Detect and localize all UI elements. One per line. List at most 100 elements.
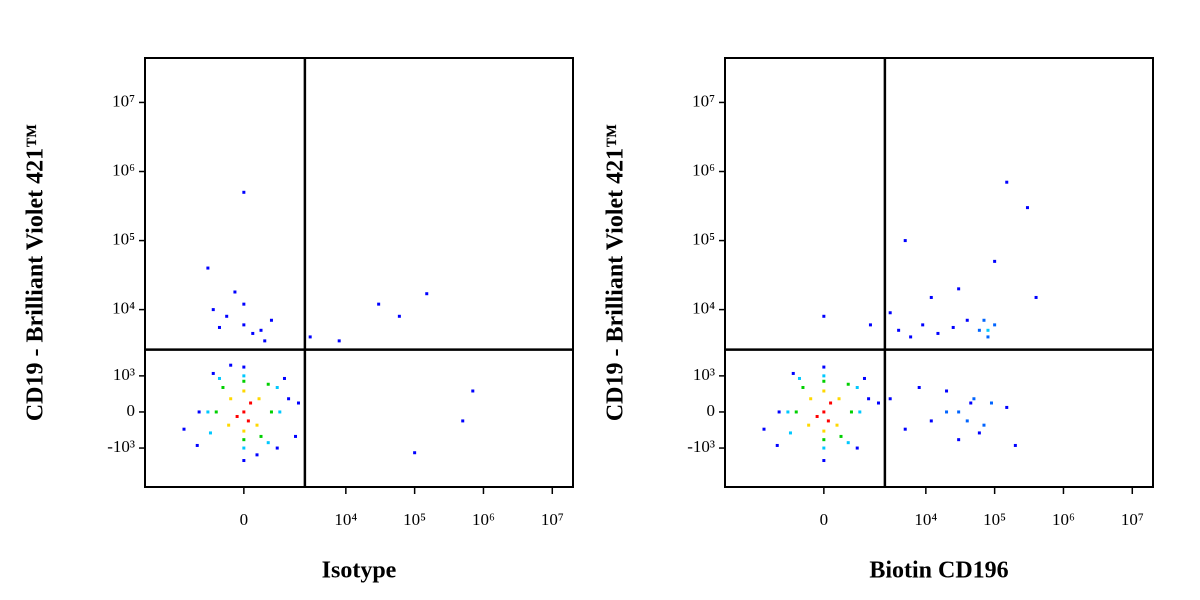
event-dot [822,389,826,393]
event-dot [211,308,215,312]
y-tick-label: 10⁴ [692,299,715,318]
event-dot [929,419,933,423]
event-dot [1005,180,1009,184]
y-tick-label: 0 [707,401,716,420]
event-dot [233,290,237,294]
event-dot [242,190,246,194]
event-dot [242,302,246,306]
event-dot [397,314,401,318]
event-dot [775,443,779,447]
event-dot [235,414,239,418]
event-dot [903,427,907,431]
event-dot [225,314,229,318]
event-dot [217,376,221,380]
event-dot [208,431,212,435]
event-dot [287,397,291,401]
event-dot [377,302,381,306]
event-dot [797,376,801,380]
event-dot [835,423,839,427]
y-tick-label: 10⁵ [112,229,135,248]
event-dot [266,441,270,445]
event-dot [972,397,976,401]
y-tick-label: 10⁴ [112,299,135,318]
event-dot [822,365,826,369]
plot-frame [144,57,574,488]
event-dot [257,397,261,401]
event-dot [993,259,997,263]
y-tick-label: -10³ [687,437,715,456]
plot-frame [724,57,1154,488]
x-tick-label: 0 [820,510,829,529]
event-dot [977,328,981,332]
event-dot [849,410,853,414]
x-tick-label: 10⁴ [334,510,357,529]
event-dot [826,419,830,423]
event-dot [965,318,969,322]
event-dot [986,335,990,339]
x-axis-label: Isotype [322,558,397,584]
y-tick-label: -10³ [107,437,135,456]
event-dot [788,431,792,435]
x-axis-label: Biotin CD196 [869,558,1008,584]
event-dot [259,328,263,332]
event-dot [822,379,826,383]
x-tick-label: 10⁷ [541,510,564,529]
event-dot [425,292,429,296]
event-dot [242,459,246,463]
event-dot [229,397,233,401]
x-tick-label: 10⁷ [1121,510,1144,529]
event-dot [822,374,826,378]
event-dot [945,410,949,414]
event-dot [989,401,993,405]
event-dot [986,328,990,332]
event-dot [822,446,826,450]
event-dot [791,371,795,375]
event-dot [206,266,210,270]
event-dot [1013,443,1017,447]
event-dot [786,410,790,414]
event-dot [867,397,871,401]
event-dot [888,311,892,315]
x-tick-label: 0 [240,510,249,529]
event-dot [909,335,913,339]
event-dot [214,410,218,414]
event-dot [266,382,270,386]
event-dot [822,429,826,433]
event-dot [822,410,826,414]
event-dot [855,385,859,389]
event-dot [211,371,215,375]
event-dot [221,385,225,389]
x-tick-label: 10⁵ [983,510,1006,529]
event-dot [278,410,282,414]
event-dot [957,410,961,414]
event-dot [242,389,246,393]
event-dot [965,419,969,423]
event-dot [897,328,901,332]
event-dot [969,401,973,405]
x-tick-label: 10⁴ [914,510,937,529]
event-dot [822,314,826,318]
event-dot [263,339,267,343]
y-tick-label: 10⁶ [112,160,135,179]
event-dot [471,389,475,393]
event-dot [242,379,246,383]
event-dot [903,239,907,243]
event-dot [259,434,263,438]
y-tick-label: 10⁷ [692,91,715,110]
event-dot [197,410,201,414]
y-tick-label: 0 [127,401,136,420]
event-dot [777,410,781,414]
event-dot [982,423,986,427]
y-axis-label: CD19 - Brilliant Violet 421™ [603,124,629,421]
event-dot [951,325,955,329]
event-dot [876,401,880,405]
event-dot [809,397,813,401]
event-dot [957,287,961,291]
event-dot [242,429,246,433]
event-dot [269,410,273,414]
event-dot [227,423,231,427]
event-dot [862,376,866,380]
event-dot [249,401,253,405]
event-dot [993,323,997,327]
y-axis-label: CD19 - Brilliant Violet 421™ [23,124,49,421]
